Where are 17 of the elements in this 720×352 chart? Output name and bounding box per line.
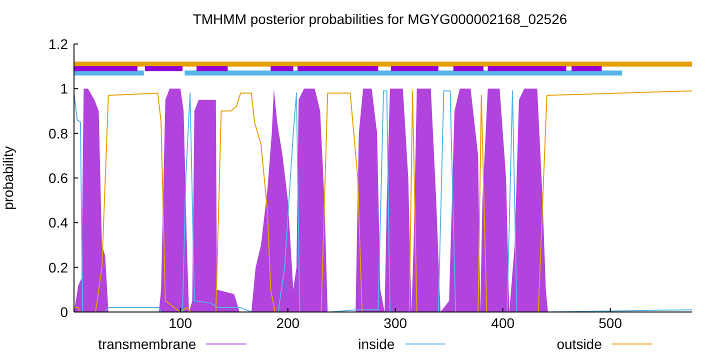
x-tick-label: 200 [276, 314, 300, 331]
y-tick-label: 0.4 [48, 214, 68, 231]
y-tick-label: 0 [60, 304, 68, 320]
legend-label: transmembrane [98, 336, 196, 352]
y-tick-label: 0.8 [48, 125, 68, 142]
y-tick-label: 0.6 [48, 170, 68, 186]
x-tick-label: 100 [168, 314, 192, 331]
y-tick-label: 1 [60, 80, 68, 97]
x-tick-label: 500 [598, 314, 622, 331]
x-tick-label: 400 [491, 314, 515, 331]
y-axis-title: probability [0, 146, 16, 210]
chart-title: TMHMM posterior probabilities for MGYG000002168_02526 [192, 11, 568, 27]
x-tick-label: 300 [384, 314, 408, 331]
y-tick-label: 0.2 [48, 259, 68, 276]
legend-label: outside [556, 336, 602, 352]
y-tick-label: 1.2 [48, 36, 68, 52]
legend-label: inside [358, 336, 395, 352]
